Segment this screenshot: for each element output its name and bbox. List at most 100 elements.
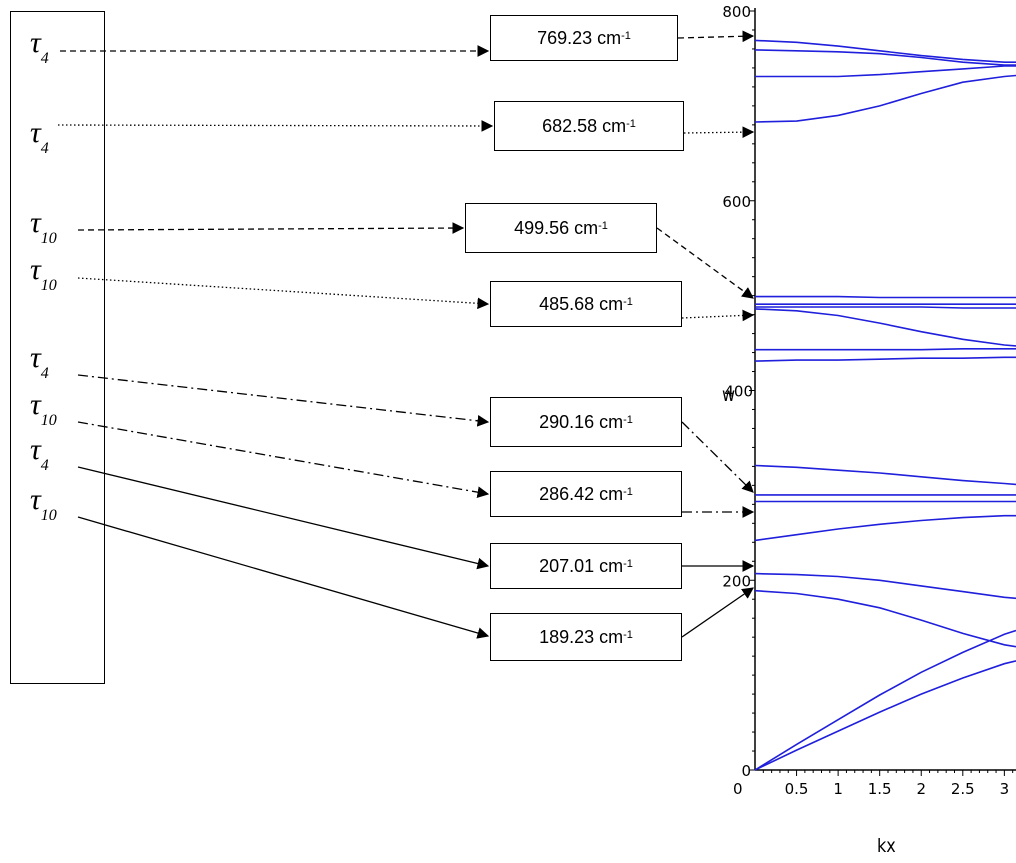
- frequency-unit-exponent: -1: [626, 118, 636, 130]
- dispersion-branch: [754, 74, 1016, 123]
- dispersion-branch: [754, 39, 1016, 64]
- mode-symbol-subscript: 4: [40, 457, 49, 474]
- mode-symbol-subscript: 4: [40, 50, 49, 67]
- x-tick-label: 0.5: [785, 780, 809, 798]
- frequency-unit-exponent: -1: [598, 220, 608, 232]
- frequency-unit-exponent: -1: [623, 558, 633, 570]
- y-tick-label: 0: [741, 762, 751, 780]
- frequency-box: 207.01 cm -1: [490, 543, 682, 589]
- frequency-value: 769.23: [537, 27, 593, 48]
- x-origin-label: 0: [733, 780, 743, 798]
- frequency-box: 769.23 cm -1: [490, 15, 678, 61]
- mode-label-panel: [10, 11, 105, 684]
- mode-symbol: τ10: [30, 253, 57, 294]
- box-to-branch-arrow: [681, 309, 755, 322]
- frequency-unit-exponent: -1: [623, 414, 633, 426]
- connector-layer: [57, 30, 755, 639]
- dispersion-branch: [754, 356, 1016, 362]
- dispersion-branch: [755, 65, 1016, 78]
- dispersion-branch: [754, 660, 1016, 771]
- frequency-unit: cm: [599, 411, 624, 432]
- frequency-box: 189.23 cm -1: [490, 613, 682, 661]
- mode-to-box-arrow: [77, 374, 490, 427]
- mode-symbol-letter: τ: [30, 26, 41, 59]
- box-to-branch-arrow: [683, 126, 755, 139]
- mode-symbol: τ10: [30, 388, 57, 429]
- mode-symbol-letter: τ: [30, 253, 41, 286]
- mode-symbol: τ4: [30, 343, 49, 382]
- frequency-unit: cm: [599, 293, 624, 314]
- series-layer: [754, 39, 1016, 771]
- dispersion-branch: [755, 295, 1016, 299]
- frequency-unit-exponent: -1: [623, 486, 633, 498]
- frequency-box: 682.58 cm -1: [494, 101, 684, 151]
- box-to-branch-arrow: [681, 421, 754, 493]
- mode-to-box-arrow: [77, 277, 490, 310]
- mode-symbol: τ4: [30, 26, 49, 67]
- frequency-box: 485.68 cm -1: [490, 281, 682, 327]
- mode-symbol: τ4: [30, 116, 49, 157]
- mode-symbol-subscript: 10: [40, 412, 57, 429]
- y-tick-label: 400: [724, 383, 753, 401]
- dispersion-branch: [754, 464, 1016, 486]
- mode-symbol-letter: τ: [30, 388, 41, 421]
- frequency-box: 290.16 cm -1: [490, 397, 682, 447]
- dispersion-branch: [754, 514, 1016, 542]
- mode-symbol-subscript: 10: [40, 507, 57, 524]
- dispersion-branch: [754, 49, 1016, 66]
- y-tick-label: 800: [722, 3, 751, 21]
- dispersion-branch: [754, 629, 1016, 771]
- box-to-branch-arrow: [677, 30, 755, 43]
- mode-symbol-subscript: 10: [40, 277, 57, 294]
- mode-symbol: τ4: [30, 433, 49, 474]
- mode-symbol-letter: τ: [30, 433, 41, 466]
- frequency-value: 189.23: [539, 626, 595, 647]
- mode-symbol-subscript: 10: [40, 230, 57, 247]
- frequency-value: 290.16: [539, 411, 595, 432]
- mode-to-box-arrow: [57, 120, 494, 132]
- mode-symbol-letter: τ: [30, 206, 41, 239]
- x-tick-label: 2: [916, 780, 926, 798]
- frequency-unit-exponent: -1: [623, 629, 633, 641]
- y-axis-label: w: [722, 383, 736, 406]
- mode-to-box-arrow: [77, 222, 465, 234]
- x-tick-label: 2.5: [951, 780, 975, 798]
- mode-symbol-letter: τ: [30, 116, 41, 149]
- frequency-box: 499.56 cm -1: [465, 203, 657, 253]
- mode-to-box-arrow: [77, 421, 490, 498]
- frequency-value: 499.56: [514, 217, 570, 238]
- frequency-unit-exponent: -1: [623, 296, 633, 308]
- x-axis-label: kx: [877, 834, 896, 857]
- frequency-value: 286.42: [539, 483, 595, 504]
- frequency-unit-exponent: -1: [621, 30, 631, 42]
- frequency-unit: cm: [599, 555, 624, 576]
- mode-to-box-arrow: [77, 516, 490, 639]
- frequency-unit: cm: [599, 483, 624, 504]
- dispersion-branch: [754, 589, 1016, 648]
- frequency-unit: cm: [574, 217, 599, 238]
- mode-symbol-subscript: 4: [40, 140, 49, 157]
- mode-to-box-arrow: [77, 466, 490, 570]
- x-tick-label: 1.5: [868, 780, 892, 798]
- x-tick-label: 1: [833, 780, 843, 798]
- box-to-branch-arrow: [681, 587, 754, 638]
- axes: 0 200 400 600 800 0.5 1 1.5 2 2.5 3 0: [722, 3, 1016, 798]
- dispersion-branch: [755, 306, 1016, 309]
- y-tick-label: 600: [722, 193, 751, 211]
- x-tick-label: 3: [1000, 780, 1010, 798]
- frequency-value: 207.01: [539, 555, 595, 576]
- mode-symbol: τ10: [30, 483, 57, 524]
- mode-symbol: τ10: [30, 206, 57, 247]
- frequency-value: 485.68: [539, 293, 595, 314]
- frequency-unit: cm: [602, 115, 627, 136]
- mode-symbol-subscript: 4: [40, 365, 49, 382]
- frequency-unit: cm: [599, 626, 624, 647]
- frequency-box: 286.42 cm -1: [490, 471, 682, 517]
- frequency-value: 682.58: [542, 115, 598, 136]
- y-tick-label: 200: [722, 572, 751, 590]
- dispersion-branch: [754, 308, 1016, 347]
- mode-symbol-letter: τ: [30, 483, 41, 516]
- dispersion-branch: [755, 347, 1016, 351]
